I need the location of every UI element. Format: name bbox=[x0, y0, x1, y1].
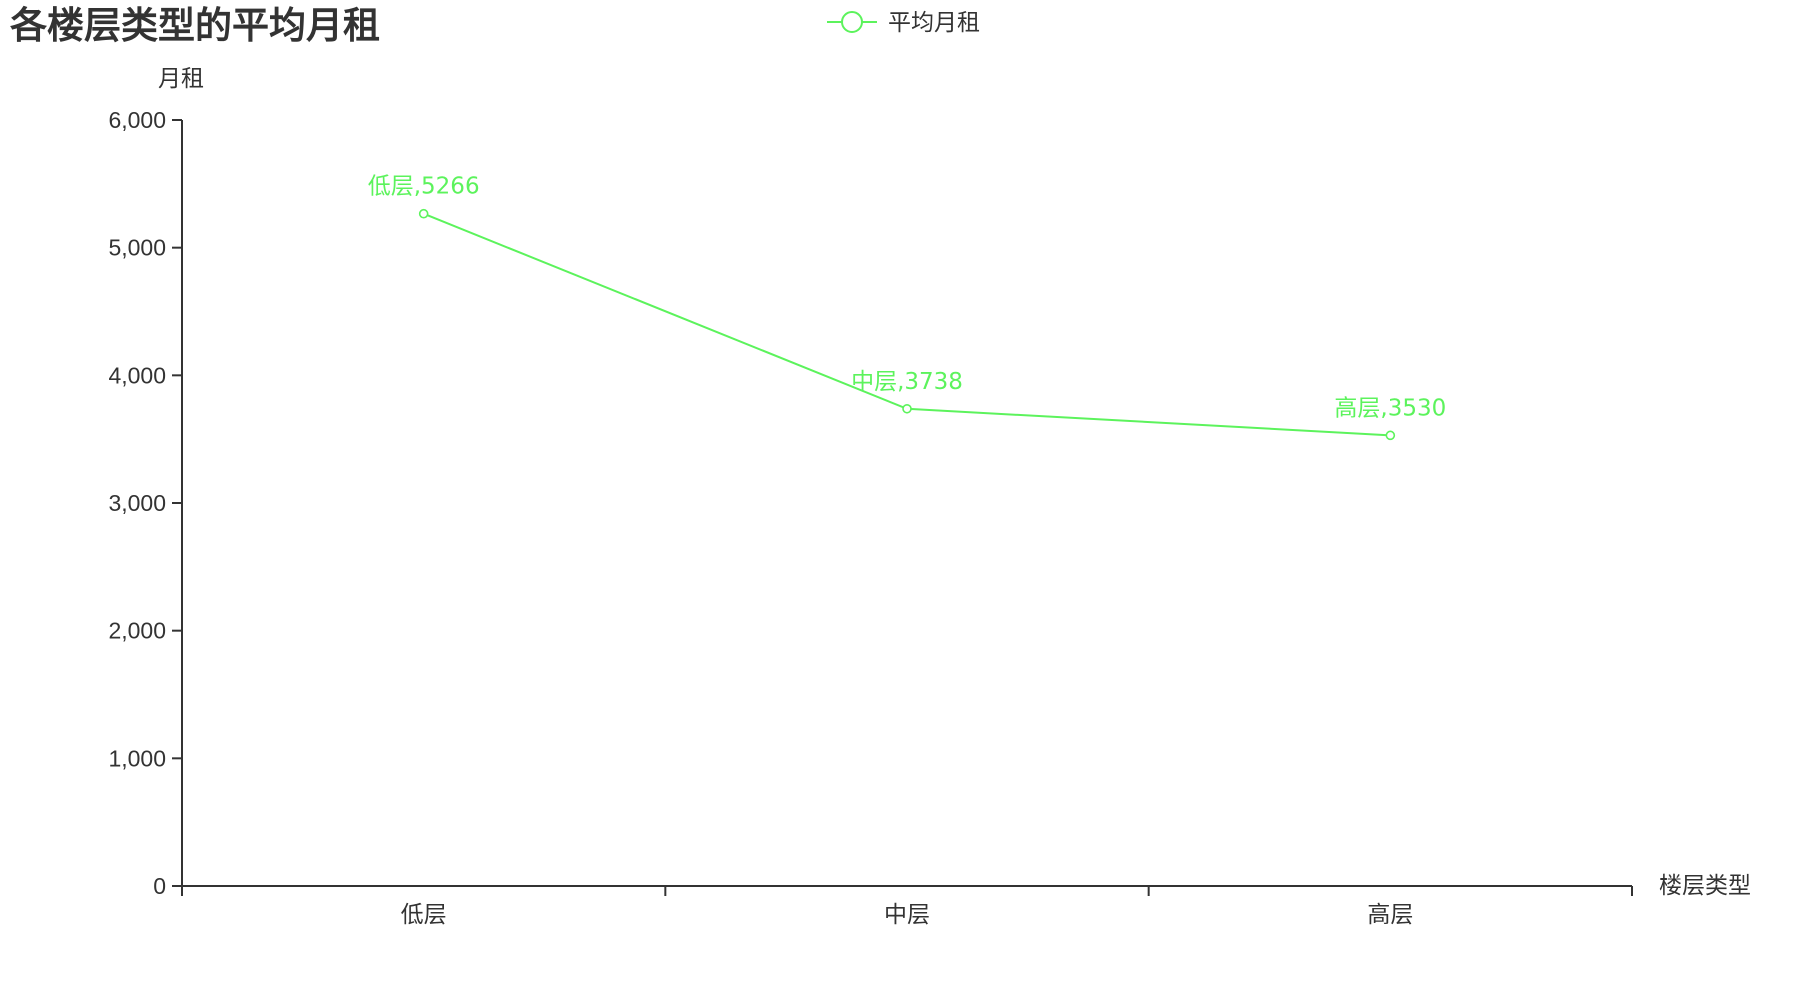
y-tick-label: 4,000 bbox=[108, 362, 166, 388]
y-axis-title: 月租 bbox=[158, 66, 204, 92]
x-category-label: 高层 bbox=[1367, 902, 1413, 928]
data-point[interactable] bbox=[418, 208, 429, 219]
y-tick-label: 0 bbox=[153, 873, 166, 899]
x-axis: 低层 中层 高层 bbox=[181, 885, 1633, 928]
data-label: 高层,3530 bbox=[1334, 395, 1446, 421]
x-axis-title: 楼层类型 bbox=[1659, 873, 1751, 899]
x-category-label: 低层 bbox=[401, 902, 447, 928]
data-label: 中层,3738 bbox=[851, 369, 963, 395]
chart-title: 各楼层类型的平均月租 bbox=[10, 4, 380, 47]
legend[interactable]: 平均月租 bbox=[827, 10, 980, 36]
data-point[interactable] bbox=[1385, 430, 1396, 441]
data-label: 低层,5266 bbox=[368, 174, 480, 200]
data-point[interactable] bbox=[902, 403, 912, 414]
x-category-label: 中层 bbox=[884, 902, 930, 928]
legend-label: 平均月租 bbox=[888, 10, 980, 36]
y-tick-label: 3,000 bbox=[108, 490, 166, 516]
legend-circle-icon bbox=[841, 11, 863, 33]
y-tick-label: 5,000 bbox=[108, 235, 166, 261]
series-line bbox=[423, 212, 1391, 437]
series-layer: 低层,5266 中层,3738 高层,3530 bbox=[368, 174, 1446, 441]
y-tick-label: 2,000 bbox=[108, 618, 166, 644]
y-tick-label: 6,000 bbox=[108, 107, 166, 133]
y-tick-label: 1,000 bbox=[108, 745, 166, 771]
y-axis: 0 1,000 2,000 3,000 4,000 5,000 6,000 bbox=[108, 107, 183, 899]
